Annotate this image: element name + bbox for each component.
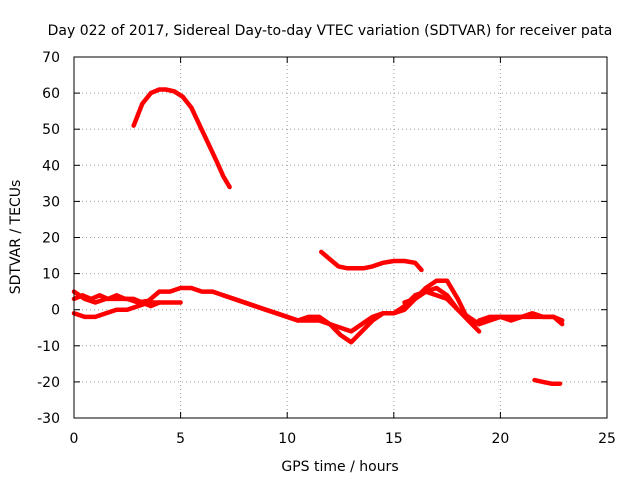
grid — [74, 57, 607, 418]
y-tick-label: 10 — [42, 267, 60, 283]
x-axis-label: GPS time / hours — [281, 459, 398, 475]
y-tick-label: -20 — [37, 375, 60, 391]
y-tick-label: 40 — [42, 158, 60, 174]
series-arc-high — [131, 87, 232, 190]
series-arc-low-c — [71, 293, 162, 309]
y-tick-label: 0 — [51, 303, 60, 319]
x-tick-label: 20 — [491, 431, 509, 447]
y-tick-label: 30 — [42, 194, 60, 210]
y-tick-label: 50 — [42, 122, 60, 138]
y-tick-label: 60 — [42, 86, 60, 102]
series-arc-low-b — [71, 300, 183, 320]
x-tick-label: 5 — [176, 431, 185, 447]
chart-title: Day 022 of 2017, Sidereal Day-to-day VTE… — [48, 23, 613, 39]
y-tick-label: -30 — [37, 411, 60, 427]
y-tick-label: -10 — [37, 339, 60, 355]
y-tick-label: 70 — [42, 50, 60, 66]
series-arc-low-e — [231, 289, 482, 345]
x-tick-label: 0 — [70, 431, 79, 447]
series-arc-low-g — [476, 311, 565, 327]
plot-frame — [73, 56, 608, 419]
axis-ticks: 0 5 10 15 20 25 -30 -20 -10 0 10 20 30 40 50 60 70 — [37, 50, 616, 447]
x-tick-label: 25 — [598, 431, 616, 447]
x-tick-label: 15 — [385, 431, 403, 447]
x-tick-label: 10 — [278, 431, 296, 447]
y-axis-label: SDTVAR / TECUs — [8, 180, 24, 295]
y-tick-label: 20 — [42, 231, 60, 247]
series-layer — [71, 87, 565, 386]
series-arc-mid — [319, 249, 424, 273]
series-arc-neg — [532, 377, 563, 386]
